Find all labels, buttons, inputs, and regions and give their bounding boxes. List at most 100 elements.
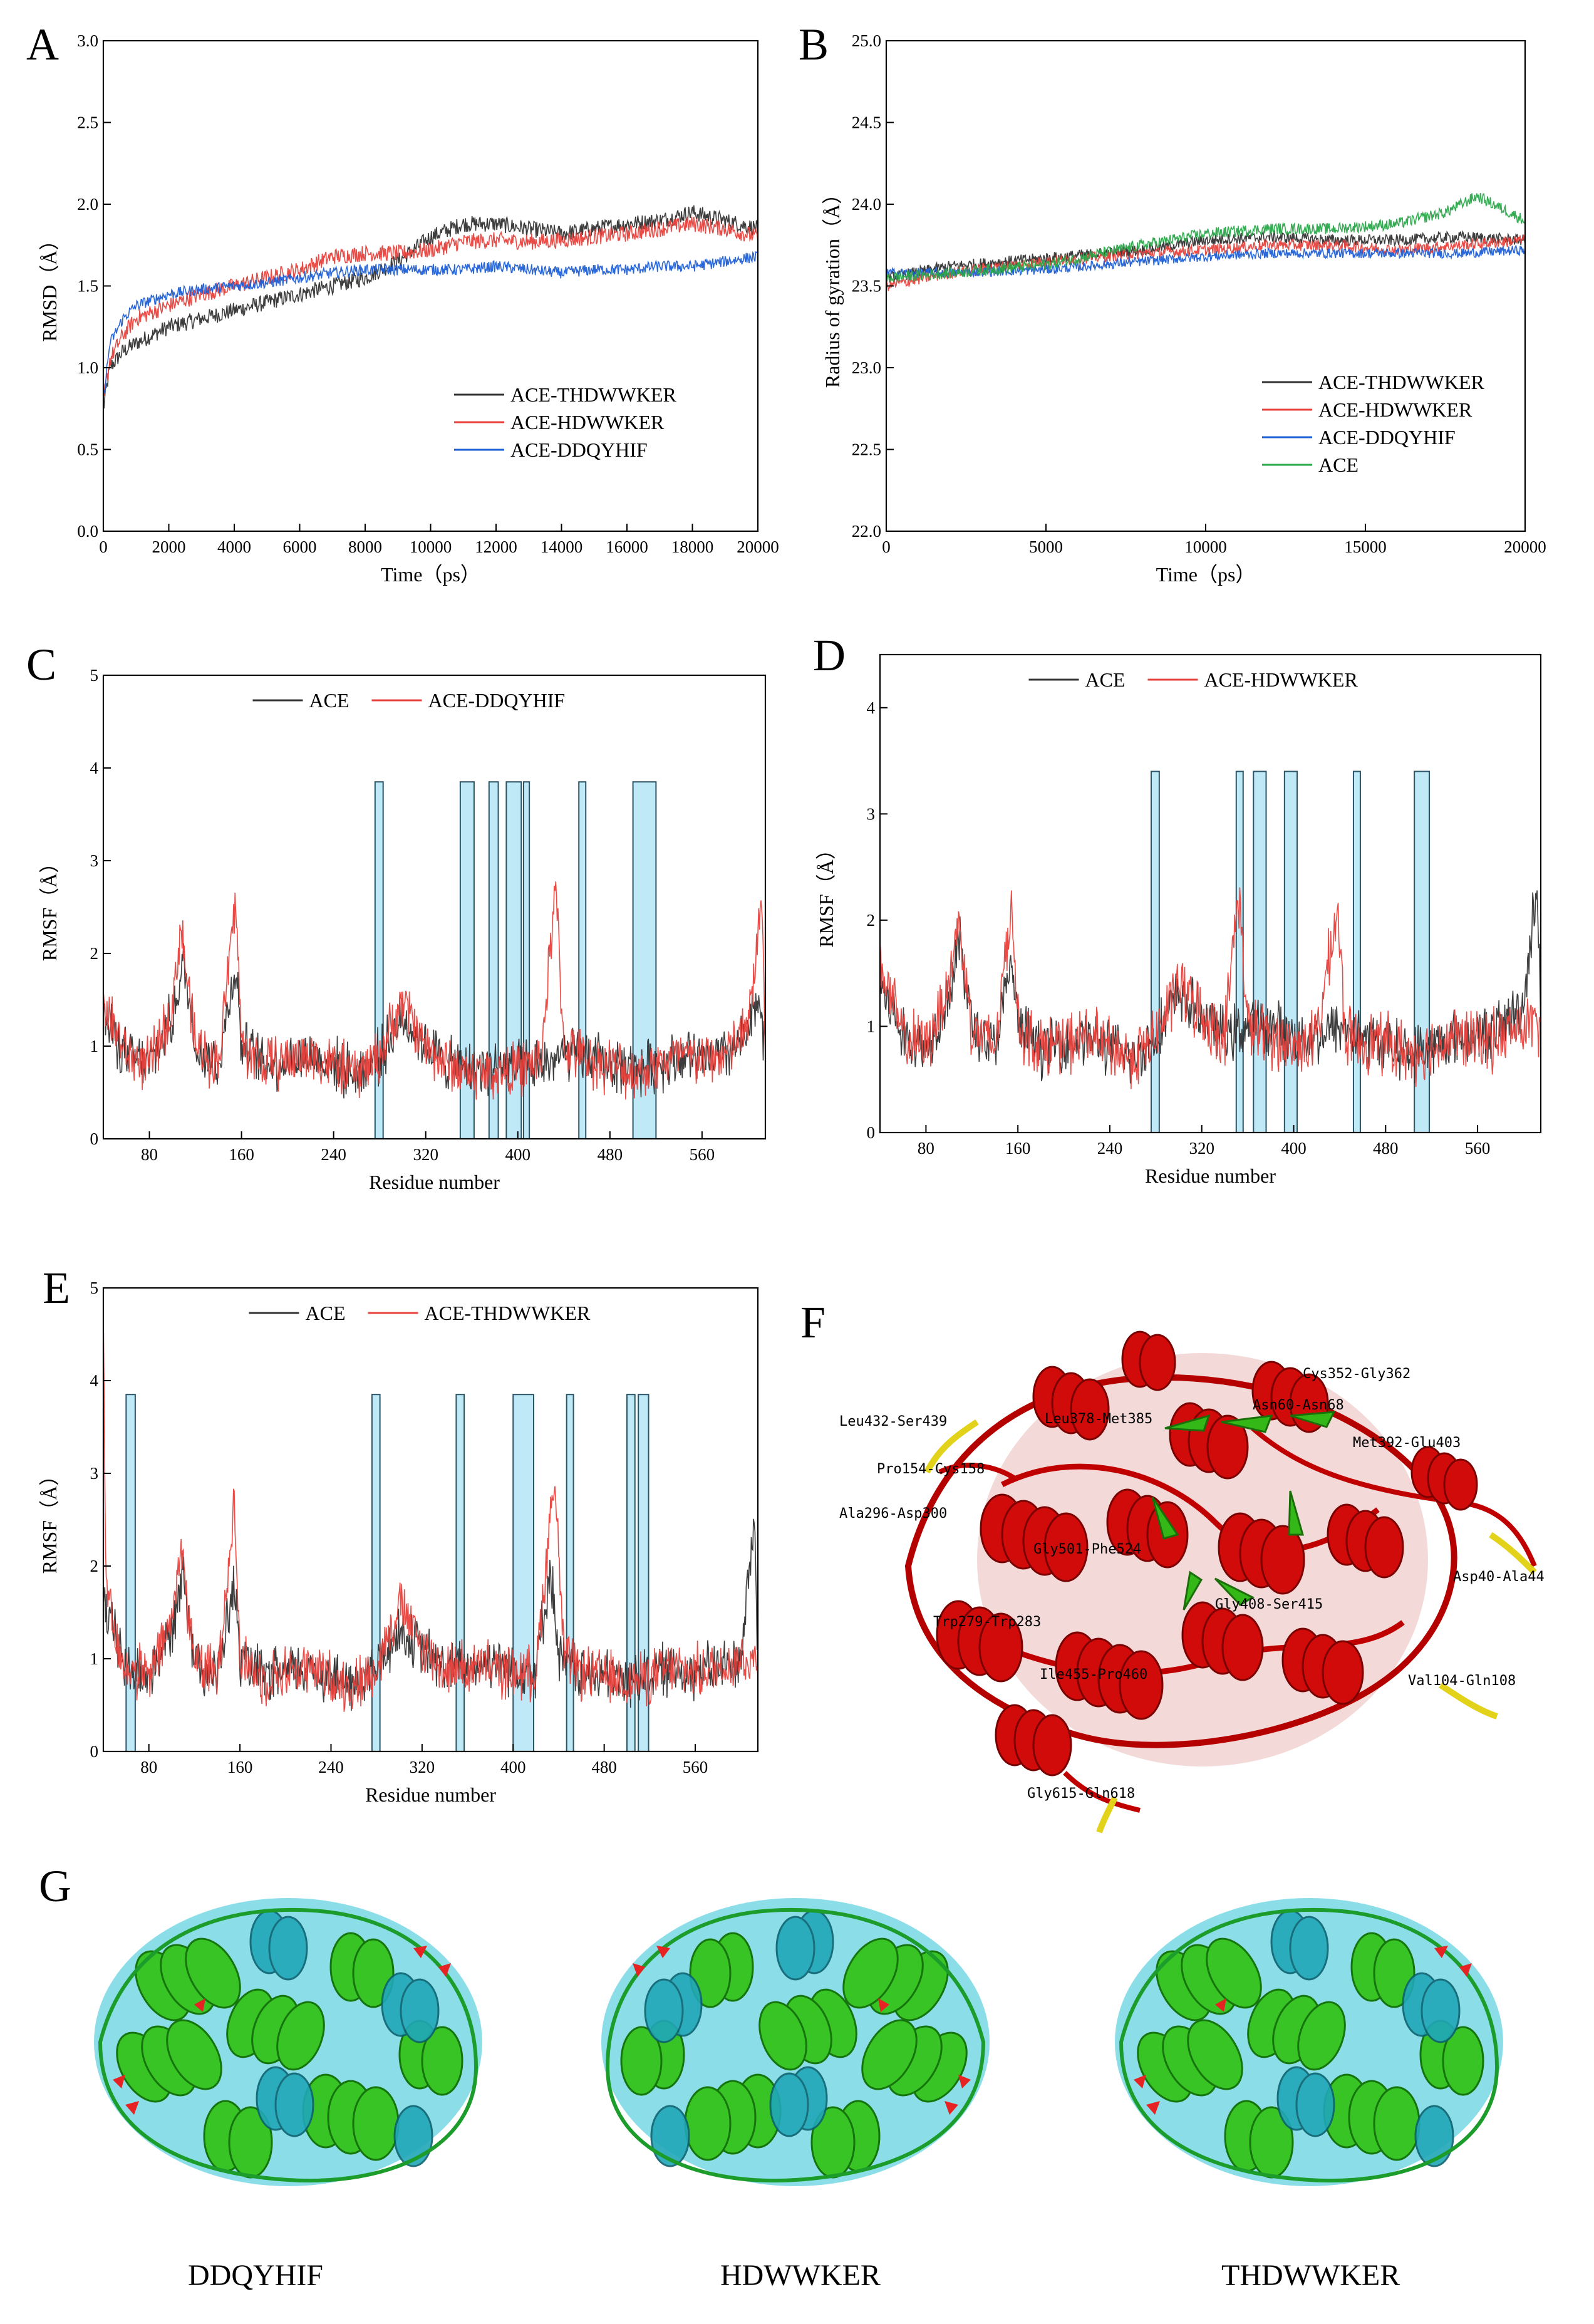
chart-d: 80 160 240 320 400 480 560 0 1 2 3 4 Residue number R… (815, 653, 1542, 1187)
y-tick-label: 1 (90, 1649, 99, 1668)
series-line-ace (879, 890, 1541, 1084)
x-axis-label: Time（ps） (1156, 563, 1256, 586)
x-tick-label: 16000 (606, 537, 648, 556)
x-tick-label: 160 (1005, 1139, 1031, 1158)
legend-label: ACE-THDWWKER (1318, 371, 1484, 393)
chart-a: 0 2000 4000 6000 8000 10000 12000 14000 16000 180… (38, 31, 779, 586)
y-axis-label: RMSD（Å） (38, 231, 61, 342)
y-tick-label: 2 (867, 911, 876, 930)
x-axis-label: Residue number (1145, 1165, 1276, 1187)
y-tick-label: 22.5 (852, 440, 881, 459)
legend-label: ACE-HDWWKER (1318, 398, 1472, 421)
x-tick-label: 320 (1189, 1139, 1214, 1158)
chart-c: 80 160 240 320 400 480 560 0 1 2 3 4 5 Residue number… (38, 666, 767, 1193)
label-gly501-phe524: Gly501-Phe524 (1033, 1542, 1141, 1557)
series-line-ace (103, 943, 766, 1099)
structure-label-hdwwker: HDWWKER (720, 2259, 881, 2292)
y-axis-label: Radius of gyration（Å） (821, 184, 844, 388)
y-tick-label: 3 (867, 804, 876, 823)
x-tick-label: 320 (413, 1145, 438, 1164)
x-tick-label: 6000 (283, 537, 317, 556)
x-tick-label: 80 (141, 1145, 158, 1164)
x-tick-label: 0 (99, 537, 108, 556)
label-leu378-met385: Leu378-Met385 (1045, 1411, 1152, 1427)
x-tick-label: 240 (318, 1758, 344, 1777)
y-tick-label: 3 (90, 1464, 99, 1483)
x-tick-label: 10000 (410, 537, 452, 556)
legend-label: ACE (1318, 454, 1359, 476)
x-tick-label: 12000 (475, 537, 517, 556)
series-line-ace-ddqyhif (103, 881, 766, 1100)
label-gly408-ser415: Gly408-Ser415 (1215, 1597, 1323, 1612)
legend-label: ACE-DDQYHIF (428, 689, 566, 712)
panel-letter-e: E (43, 1263, 70, 1313)
series-line-ace-thdwwker (103, 205, 758, 409)
structure-label-ddqyhif: DDQYHIF (188, 2259, 323, 2292)
y-tick-label: 24.0 (852, 195, 881, 214)
y-tick-label: 2.0 (77, 195, 98, 214)
highlight-region-1 (125, 1394, 136, 1752)
y-tick-label: 2.5 (77, 113, 98, 132)
series-line-ace-ddqyhif (103, 251, 758, 396)
y-axis-label: RMSF（Å） (815, 839, 837, 948)
y-tick-label: 0 (90, 1129, 99, 1148)
y-tick-label: 4 (90, 759, 99, 777)
legend-label: ACE-HDWWKER (510, 411, 665, 433)
y-tick-label: 23.0 (852, 358, 881, 377)
x-tick-label: 400 (500, 1758, 526, 1777)
highlight-region-6 (578, 781, 587, 1139)
x-tick-label: 560 (683, 1758, 708, 1777)
highlight-region-3 (455, 1394, 465, 1752)
x-tick-label: 80 (918, 1139, 934, 1158)
label-ile455-pro460: Ile455-Pro460 (1040, 1667, 1147, 1683)
panel-letter-a: A (26, 19, 59, 70)
panel-letter-f: F (800, 1297, 826, 1347)
x-tick-label: 480 (1373, 1139, 1399, 1158)
highlight-region-4 (1283, 770, 1298, 1133)
x-tick-label: 15000 (1344, 537, 1387, 556)
y-tick-label: 25.0 (852, 31, 881, 50)
y-tick-label: 0.5 (77, 440, 98, 459)
y-tick-label: 0 (867, 1123, 876, 1142)
y-tick-label: 2 (90, 944, 99, 963)
highlight-region-1 (374, 781, 384, 1139)
highlight-region-3 (1253, 770, 1267, 1133)
plot-frame (885, 39, 1526, 532)
y-tick-label: 1 (90, 1037, 99, 1056)
x-tick-label: 480 (591, 1758, 617, 1777)
y-tick-label: 0 (90, 1742, 99, 1761)
x-tick-label: 4000 (217, 537, 251, 556)
x-tick-label: 0 (882, 537, 891, 556)
plot-frame (102, 1287, 759, 1753)
y-axis-label: RMSF（Å） (38, 853, 61, 962)
label-cys352-gly362: Cys352-Gly362 (1303, 1366, 1410, 1382)
x-tick-label: 320 (410, 1758, 435, 1777)
legend-label: ACE-DDQYHIF (1318, 426, 1456, 449)
y-tick-label: 1 (867, 1017, 876, 1035)
y-tick-label: 3.0 (77, 31, 98, 50)
structure-f-labels: Cys352-Gly362 Asn60-Asn68 Leu432-Ser439 … (839, 1366, 1545, 1802)
x-tick-label: 160 (227, 1758, 253, 1777)
x-tick-label: 8000 (348, 537, 382, 556)
y-tick-label: 5 (90, 1279, 99, 1297)
x-tick-label: 14000 (541, 537, 583, 556)
legend-label: ACE-THDWWKER (425, 1302, 591, 1324)
highlight-region-2 (371, 1394, 381, 1752)
x-tick-label: 10000 (1184, 537, 1227, 556)
y-tick-label: 22.0 (852, 522, 881, 541)
y-tick-label: 2 (90, 1557, 99, 1575)
y-tick-label: 24.5 (852, 113, 881, 132)
structure-ddqyhif (94, 1898, 482, 2186)
series-line-ace-thdwwker (886, 229, 1526, 284)
label-leu432-ser439: Leu432-Ser439 (839, 1414, 947, 1429)
y-tick-label: 0.0 (77, 522, 98, 541)
legend-label: ACE (1085, 668, 1126, 691)
y-tick-label: 3 (90, 851, 99, 870)
x-tick-label: 240 (321, 1145, 346, 1164)
legend-label: ACE (306, 1302, 346, 1324)
x-tick-label: 20000 (1504, 537, 1546, 556)
x-tick-label: 160 (229, 1145, 254, 1164)
label-gly615-gln618: Gly615-Gln618 (1027, 1786, 1135, 1802)
structure-label-thdwwker: THDWWKER (1221, 2259, 1400, 2292)
